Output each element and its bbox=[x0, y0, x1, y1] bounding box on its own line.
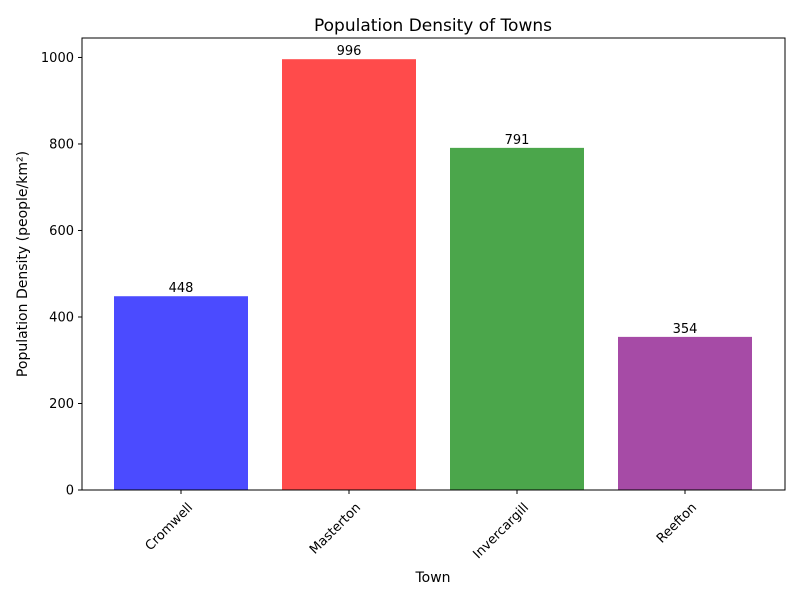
plot-area: 448 Cromwell 996 Masterton 791 Invercargill 35… bbox=[41, 37, 786, 562]
data-label-masterton: 996 bbox=[337, 44, 362, 59]
bar-masterton bbox=[282, 59, 416, 490]
y-axis-label: Population Density (people/km²) bbox=[15, 151, 31, 377]
x-tick-label-reefton: Reefton bbox=[654, 500, 700, 546]
y-tick-label: 1000 bbox=[41, 51, 74, 66]
x-tick-label-cromwell: Cromwell bbox=[143, 500, 196, 553]
y-tick-label: 0 bbox=[66, 484, 74, 499]
bar-invercargill bbox=[450, 147, 584, 490]
y-tick-label: 600 bbox=[49, 224, 74, 239]
x-axis-label: Town bbox=[414, 570, 450, 586]
data-label-invercargill: 791 bbox=[505, 133, 530, 148]
chart-title: Population Density of Towns bbox=[314, 16, 552, 36]
data-label-reefton: 354 bbox=[673, 322, 698, 337]
x-tick-label-invercargill: Invercargill bbox=[470, 500, 532, 562]
axes-frame bbox=[81, 37, 786, 491]
bar-reefton bbox=[618, 336, 752, 490]
x-tick-label-masterton: Masterton bbox=[307, 500, 364, 557]
y-tick-label: 200 bbox=[49, 397, 74, 412]
data-label-cromwell: 448 bbox=[169, 281, 194, 296]
bar-cromwell bbox=[114, 296, 248, 490]
y-tick-label: 800 bbox=[49, 137, 74, 152]
y-tick-label: 400 bbox=[49, 310, 74, 325]
